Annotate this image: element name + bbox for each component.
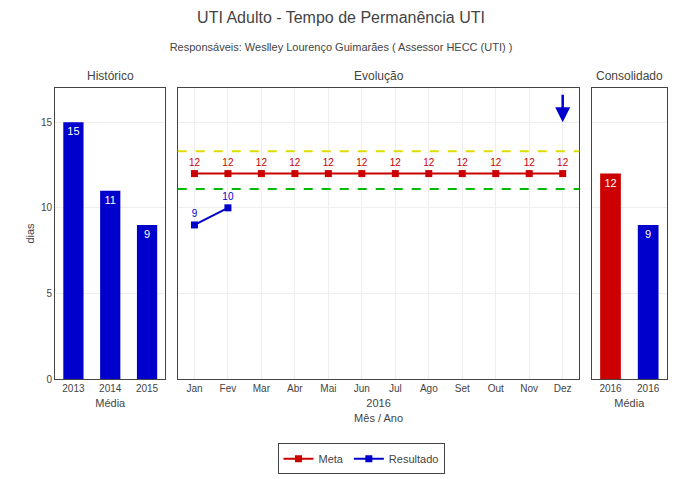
svg-text:Jun: Jun (354, 383, 370, 394)
svg-text:2015: 2015 (136, 383, 159, 394)
svg-text:12: 12 (490, 157, 502, 168)
svg-text:Abr: Abr (287, 383, 303, 394)
svg-text:12: 12 (323, 157, 335, 168)
svg-text:2016Mês / Ano: 2016Mês / Ano (354, 397, 403, 423)
svg-text:Resultado: Resultado (389, 453, 439, 465)
svg-text:2016: 2016 (599, 383, 622, 394)
svg-text:5: 5 (46, 288, 52, 299)
svg-text:Out: Out (488, 383, 504, 394)
svg-text:12: 12 (289, 157, 301, 168)
svg-text:9: 9 (192, 208, 198, 219)
svg-text:Responsáveis: Weslley Lourenço: Responsáveis: Weslley Lourenço Guimarães… (170, 41, 513, 53)
svg-text:Jul: Jul (389, 383, 402, 394)
svg-text:Dez: Dez (554, 383, 572, 394)
svg-text:12: 12 (557, 157, 569, 168)
svg-text:Meta: Meta (319, 453, 344, 465)
svg-text:0: 0 (46, 374, 52, 385)
svg-text:Ago: Ago (420, 383, 438, 394)
svg-text:Evolução: Evolução (354, 69, 404, 83)
svg-text:2013: 2013 (62, 383, 85, 394)
svg-text:9: 9 (645, 228, 651, 240)
svg-text:15: 15 (41, 117, 53, 128)
svg-text:Mar: Mar (253, 383, 271, 394)
svg-text:Mai: Mai (320, 383, 336, 394)
svg-text:Consolidado: Consolidado (596, 69, 663, 83)
svg-text:12: 12 (256, 157, 268, 168)
svg-text:Set: Set (455, 383, 470, 394)
svg-text:12: 12 (457, 157, 469, 168)
svg-text:12: 12 (356, 157, 368, 168)
svg-text:2016: 2016 (637, 383, 660, 394)
svg-text:12: 12 (222, 157, 234, 168)
svg-text:12: 12 (604, 177, 616, 189)
svg-text:Média: Média (95, 397, 126, 409)
svg-text:12: 12 (189, 157, 201, 168)
svg-text:12: 12 (524, 157, 536, 168)
svg-text:Histórico: Histórico (87, 69, 134, 83)
svg-text:12: 12 (423, 157, 435, 168)
svg-text:Fev: Fev (220, 383, 237, 394)
svg-text:12: 12 (390, 157, 402, 168)
svg-text:Jan: Jan (186, 383, 202, 394)
svg-text:9: 9 (144, 228, 150, 240)
svg-text:UTI Adulto - Tempo de Permanên: UTI Adulto - Tempo de Permanência UTI (197, 9, 485, 26)
svg-text:11: 11 (105, 194, 116, 206)
svg-text:dias: dias (24, 223, 36, 244)
svg-text:10: 10 (222, 191, 234, 202)
svg-text:Média: Média (614, 397, 645, 409)
svg-text:10: 10 (41, 202, 53, 213)
svg-text:Nov: Nov (520, 383, 538, 394)
svg-text:2014: 2014 (99, 383, 122, 394)
svg-text:15: 15 (67, 125, 79, 137)
